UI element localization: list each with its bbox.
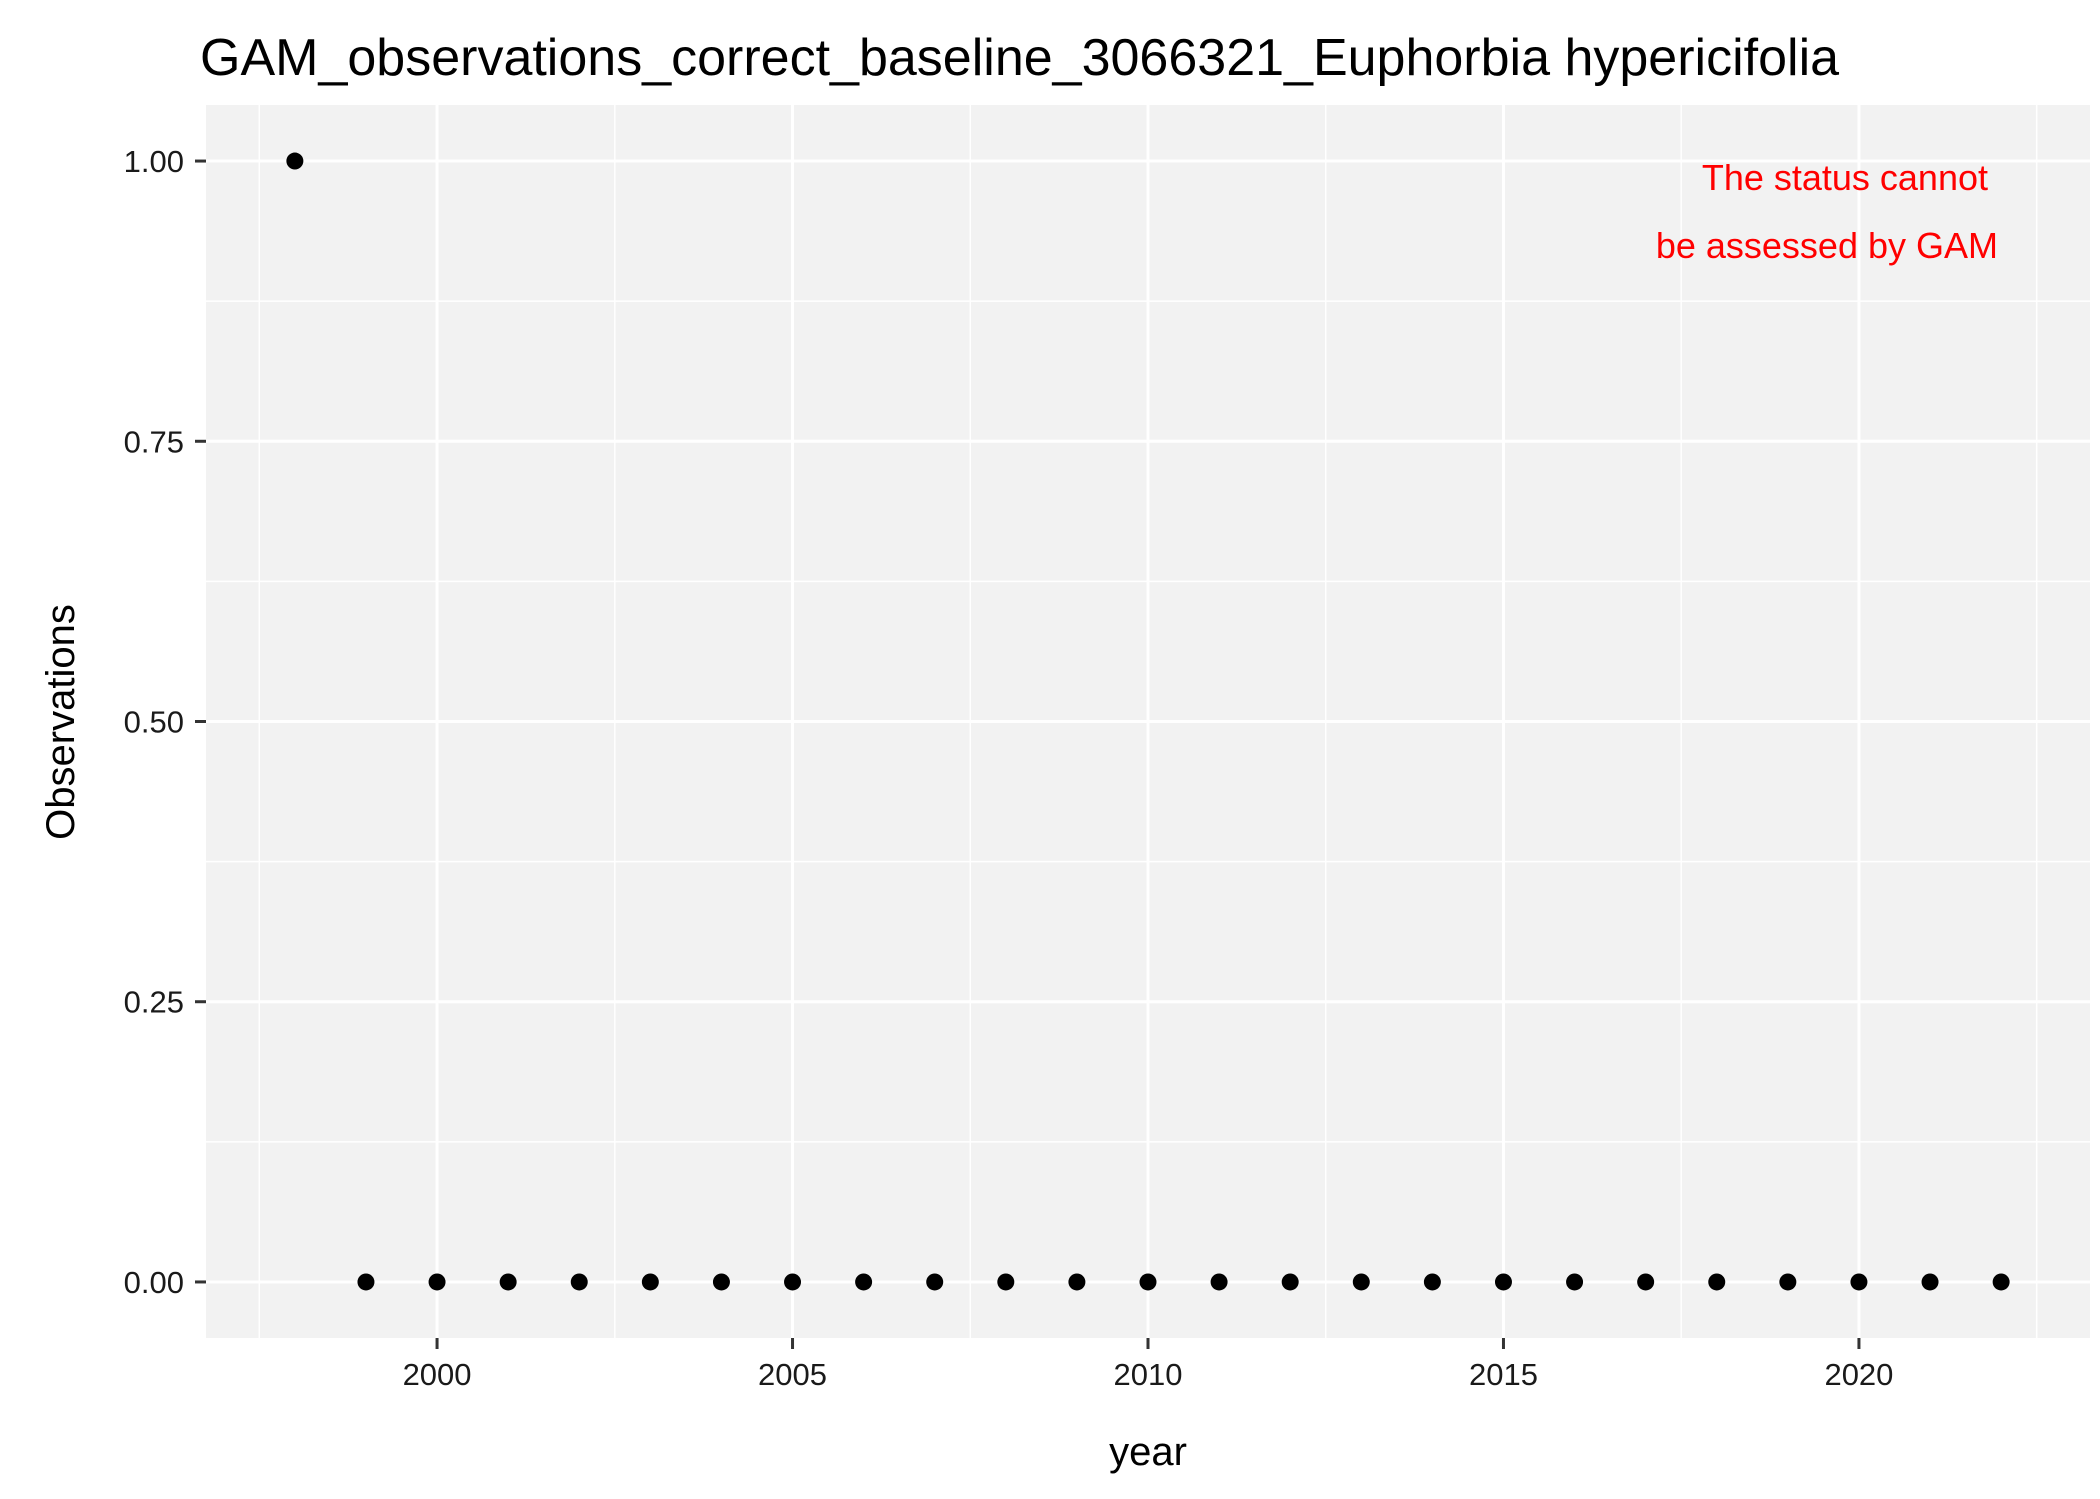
grid-major [206, 105, 2090, 1338]
data-point [641, 1273, 659, 1291]
x-tick-label: 2015 [1469, 1357, 1538, 1392]
data-point [1281, 1273, 1299, 1291]
y-tick-label: 0.00 [124, 1265, 184, 1300]
data-point [997, 1273, 1015, 1291]
data-point [1494, 1273, 1512, 1291]
data-point [1566, 1273, 1584, 1291]
x-tick-label: 2020 [1824, 1357, 1893, 1392]
data-point [1068, 1273, 1086, 1291]
y-tick-label: 0.25 [124, 985, 184, 1020]
y-axis: 0.00 0.25 0.50 0.75 1.00 [124, 144, 206, 1300]
data-point [286, 152, 304, 170]
data-point [1423, 1273, 1441, 1291]
data-point [428, 1273, 446, 1291]
x-tick-label: 2005 [758, 1357, 827, 1392]
y-tick-label: 0.50 [124, 705, 184, 740]
data-point [1637, 1273, 1655, 1291]
data-point [1139, 1273, 1157, 1291]
y-tick-label: 1.00 [124, 144, 184, 179]
x-tick-label: 2000 [403, 1357, 472, 1392]
annotation-line-2: be assessed by GAM [1656, 225, 1998, 266]
y-axis-title: Observations [39, 604, 83, 840]
data-point [1210, 1273, 1228, 1291]
annotation: The status cannot be assessed by GAM [1656, 157, 1998, 266]
data-point [855, 1273, 873, 1291]
data-point [570, 1273, 588, 1291]
data-point [926, 1273, 944, 1291]
data-point [499, 1273, 517, 1291]
x-tick-label: 2010 [1114, 1357, 1183, 1392]
data-points [286, 152, 2010, 1291]
x-axis-title: year [1109, 1430, 1187, 1474]
data-point [357, 1273, 375, 1291]
data-point [1352, 1273, 1370, 1291]
data-point [1992, 1273, 2010, 1291]
chart-title: GAM_observations_correct_baseline_306632… [200, 29, 1839, 87]
y-tick-label: 0.75 [124, 424, 184, 459]
data-point [712, 1273, 730, 1291]
data-point [1779, 1273, 1797, 1291]
data-point [1708, 1273, 1726, 1291]
data-point [1850, 1273, 1868, 1291]
data-point [784, 1273, 802, 1291]
annotation-line-1: The status cannot [1702, 157, 1988, 198]
x-axis: 2000 2005 2010 2015 2020 [403, 1338, 1893, 1392]
data-point [1921, 1273, 1939, 1291]
